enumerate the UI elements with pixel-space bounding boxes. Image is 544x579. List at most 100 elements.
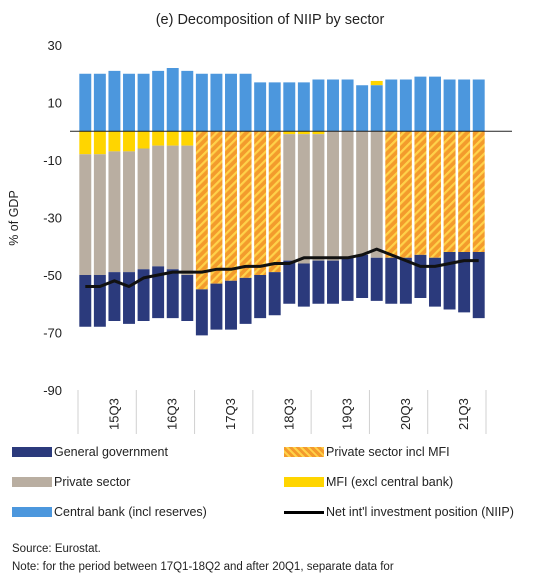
bar-central-bank <box>414 76 427 132</box>
bar-central-bank <box>166 68 179 132</box>
bar-general-government <box>239 277 252 324</box>
y-tick-label: -90 <box>43 383 62 398</box>
bar-private-sector-incl-mfi <box>399 131 412 258</box>
bar-private-sector <box>108 151 121 273</box>
bar-private-sector-incl-mfi <box>210 131 223 284</box>
bar-private-sector <box>370 131 383 258</box>
bar-general-government <box>166 269 179 319</box>
bar-central-bank <box>181 70 194 132</box>
legend-label: Net int'l investment position (NIIP) <box>326 505 514 519</box>
bar-mfi <box>152 131 165 146</box>
bar-private-sector <box>341 131 354 258</box>
bar-central-bank <box>472 79 485 132</box>
legend-label: General government <box>54 445 168 459</box>
bar-central-bank <box>429 76 441 132</box>
bar-central-bank <box>327 79 339 132</box>
bar-private-sector-incl-mfi <box>254 131 267 275</box>
legend-label: Private sector <box>54 475 131 489</box>
x-tick-label: 18Q3 <box>281 398 296 430</box>
footnote: Note: for the period between 17Q1-18Q2 a… <box>12 561 394 573</box>
legend-swatch-niip <box>284 510 324 514</box>
bar-private-sector-incl-mfi <box>239 131 252 278</box>
bar-central-bank <box>137 73 150 132</box>
bar-general-government <box>312 260 325 304</box>
bar-general-government <box>108 272 121 321</box>
bar-mfi <box>312 131 325 135</box>
x-tick-label: 15Q3 <box>106 398 121 430</box>
bar-general-government <box>472 252 485 319</box>
bar-general-government <box>152 266 165 319</box>
bar-general-government <box>341 257 354 301</box>
x-tick-label: 16Q3 <box>165 398 180 430</box>
x-tick-label: 17Q3 <box>223 398 238 430</box>
bar-central-bank <box>254 82 267 132</box>
bar-general-government <box>93 275 106 327</box>
bar-general-government <box>356 254 369 298</box>
legend-swatch-private-sector-incl-mfi <box>284 447 324 457</box>
bar-general-government <box>429 257 441 307</box>
bar-general-government <box>283 260 296 304</box>
legend-label: Private sector incl MFI <box>326 445 450 459</box>
bar-private-sector-incl-mfi <box>443 131 456 252</box>
bar-central-bank <box>312 79 325 132</box>
bar-private-sector <box>166 145 179 270</box>
bar-mfi <box>370 80 383 86</box>
bar-general-government <box>414 254 427 298</box>
bar-private-sector-incl-mfi <box>429 131 441 258</box>
bar-central-bank <box>123 73 135 132</box>
bar-private-sector-incl-mfi <box>458 131 471 252</box>
bar-private-sector <box>137 148 150 270</box>
bar-private-sector <box>297 134 310 264</box>
bar-central-bank <box>341 79 354 132</box>
bar-mfi <box>123 131 135 152</box>
legend-swatch-private-sector <box>12 477 52 487</box>
bar-private-sector-incl-mfi <box>268 131 281 273</box>
bar-general-government <box>195 289 208 336</box>
y-tick-label: -30 <box>43 211 62 226</box>
bar-mfi <box>137 131 150 149</box>
bar-mfi <box>108 131 121 152</box>
bar-general-government <box>297 263 310 307</box>
bar-central-bank <box>385 79 398 132</box>
bar-general-government <box>225 280 237 330</box>
bar-private-sector <box>312 134 325 261</box>
bar-central-bank <box>443 79 456 132</box>
bar-general-government <box>254 275 267 319</box>
bar-private-sector <box>123 151 135 273</box>
niip-line <box>85 247 479 288</box>
bar-private-sector-incl-mfi <box>472 131 485 252</box>
bar-private-sector-incl-mfi <box>414 131 427 255</box>
legend-mfi: MFI (excl central bank) <box>284 475 453 489</box>
bar-central-bank <box>225 73 237 132</box>
y-tick-label: 10 <box>48 96 62 111</box>
bar-mfi <box>283 131 296 135</box>
bar-general-government <box>137 269 150 321</box>
bar-mfi <box>166 131 179 146</box>
bar-central-bank <box>239 73 252 132</box>
bar-general-government <box>370 257 383 301</box>
bar-general-government <box>268 272 281 316</box>
chart-title: (e) Decomposition of NIIP by sector <box>156 12 385 28</box>
bar-central-bank <box>399 79 412 132</box>
bar-general-government <box>327 260 339 304</box>
bar-private-sector <box>79 154 92 275</box>
bar-mfi <box>181 131 194 146</box>
y-tick-label: 30 <box>48 38 62 53</box>
x-tick-label: 20Q3 <box>398 398 413 430</box>
legend-swatch-general-government <box>12 447 52 457</box>
x-tick-label: 19Q3 <box>340 398 355 430</box>
bar-private-sector <box>283 134 296 261</box>
bar-central-bank <box>108 70 121 132</box>
bar-general-government <box>79 275 92 327</box>
bar-central-bank <box>210 73 223 132</box>
bar-private-sector-incl-mfi <box>225 131 237 281</box>
bar-central-bank <box>268 82 281 132</box>
bar-mfi <box>79 131 92 155</box>
y-axis-label: % of GDP <box>7 190 21 246</box>
bar-general-government <box>123 272 135 324</box>
legend-niip: Net int'l investment position (NIIP) <box>284 505 514 519</box>
y-tick-label: -70 <box>43 326 62 341</box>
bar-central-bank <box>370 85 383 132</box>
bar-private-sector <box>181 145 194 275</box>
bar-private-sector-incl-mfi <box>385 131 398 258</box>
